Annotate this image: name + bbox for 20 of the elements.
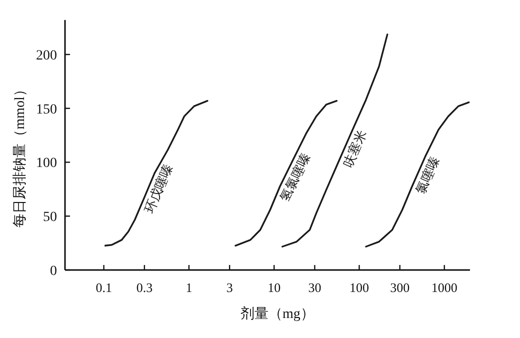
x-axis-title: 剂量（mg）: [240, 306, 314, 322]
text: 环戊噻嗪: [141, 162, 176, 216]
text: 氢氯噻嗪: [276, 150, 314, 204]
x-tick-label: 3: [226, 280, 233, 295]
x-tick-label: 30: [308, 280, 322, 295]
text: 呋塞米: [340, 128, 370, 170]
x-tick-label: 1000: [431, 280, 458, 295]
x-tick-label: 10: [268, 280, 281, 295]
x-tick-label: 100: [349, 280, 369, 295]
y-tick-label: 200: [36, 48, 57, 64]
x-tick-label: 300: [390, 280, 410, 295]
x-tick-label: 1: [186, 280, 192, 295]
y-tick-label: 50: [43, 210, 57, 226]
y-tick-label: 0: [50, 264, 57, 279]
text: 氯噻嗪: [412, 154, 442, 196]
x-tick-label: 0.1: [96, 280, 112, 295]
y-tick-label: 100: [36, 156, 57, 172]
x-tick-label: 0.3: [136, 280, 153, 295]
y-tick-label: 150: [36, 102, 57, 118]
y-axis-title: 每日尿排钠量（mmol）: [12, 82, 28, 228]
